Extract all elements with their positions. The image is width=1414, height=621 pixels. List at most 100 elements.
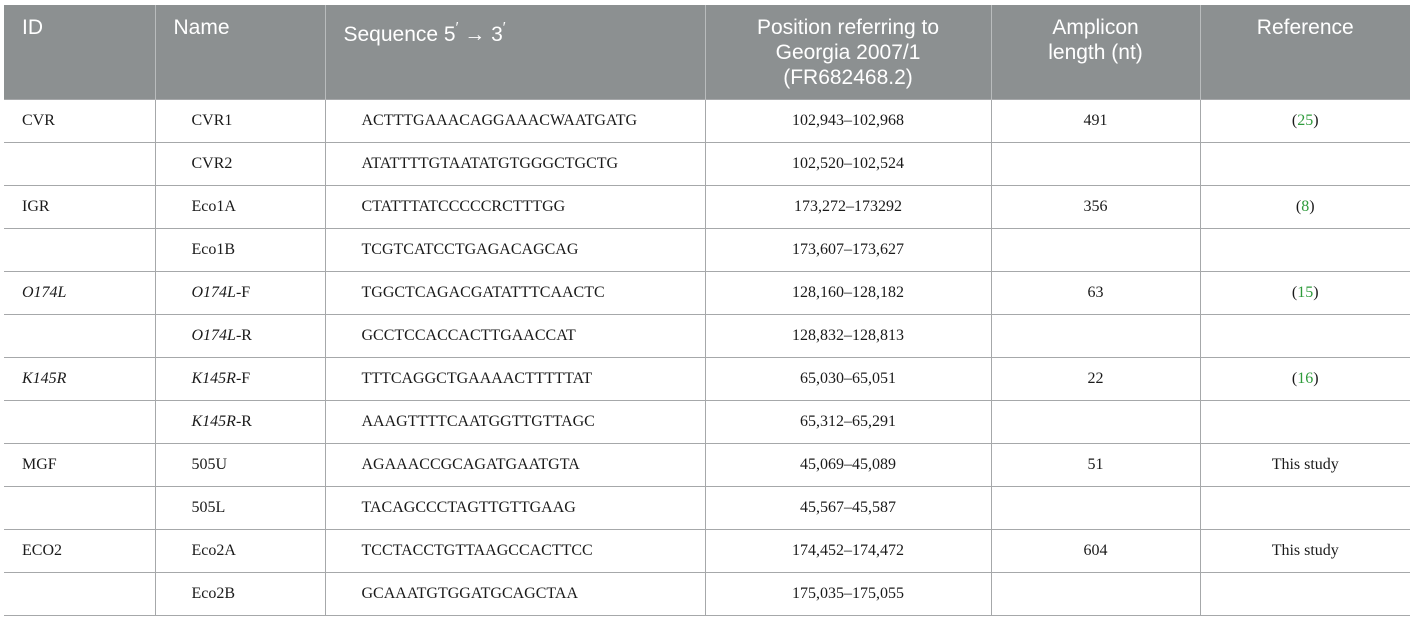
ref-paren: ) — [1309, 198, 1315, 215]
amplicon-text: 51 — [1087, 456, 1104, 473]
table-row: Eco1B TCGTCATCCTGAGACAGCAG 173,607–173,627 — [4, 228, 1410, 272]
name-text: Eco2B — [191, 585, 236, 602]
sequence-text: TCCTACCTGTTAAGCCACTTCC — [361, 542, 593, 559]
table-row: O174L O174L-F TGGCTCAGACGATATTTCAACTC 128,1… — [4, 271, 1410, 315]
cell-amplicon — [990, 314, 1200, 358]
header-amplicon-line: length (nt) — [1048, 41, 1143, 64]
table-row: K145R K145R-F TTTCAGGCTGAAAACTTTTTAT 65,030… — [4, 357, 1410, 401]
position-text: 128,160–128,182 — [792, 284, 904, 301]
reference-text: This study — [1271, 456, 1339, 473]
prime-mark: ′ — [502, 19, 506, 36]
amplicon-text: 491 — [1083, 112, 1108, 129]
position-text: 102,520–102,524 — [792, 155, 904, 172]
header-row: ID Name Sequence 5′ → 3′ Position referr… — [4, 5, 1410, 100]
amplicon-text: 356 — [1083, 198, 1108, 215]
cell-reference: (16) — [1199, 357, 1410, 401]
name-text: Eco1A — [191, 198, 236, 215]
cell-id: K145R — [4, 357, 155, 401]
reference-link[interactable]: 16 — [1297, 370, 1314, 387]
cell-reference — [1199, 314, 1410, 358]
cell-sequence: GCCTCCACCACTTGAACCAT — [324, 314, 705, 358]
cell-amplicon: 491 — [990, 99, 1200, 143]
name-text: K145R — [191, 370, 236, 387]
cell-id — [4, 228, 155, 272]
cell-amplicon — [990, 572, 1200, 616]
reference-link[interactable]: 15 — [1297, 284, 1314, 301]
ref-paren: ( — [1295, 198, 1302, 215]
cell-amplicon: 51 — [990, 443, 1200, 487]
sequence-text: CTATTTATCCCCCRCTTTGG — [361, 198, 566, 215]
cell-position: 45,069–45,089 — [704, 443, 991, 487]
cell-position: 174,452–174,472 — [704, 529, 991, 573]
header-name: Name — [154, 5, 325, 100]
cell-reference — [1199, 228, 1410, 272]
ref-paren: ( — [1291, 370, 1298, 387]
ref-paren: ) — [1313, 284, 1319, 301]
cell-name: 505L — [154, 486, 325, 530]
cell-amplicon — [990, 486, 1200, 530]
cell-position: 173,272–173292 — [704, 185, 991, 229]
cell-amplicon — [990, 228, 1200, 272]
table-row: MGF 505U AGAAACCGCAGATGAATGTA 45,069–45,089… — [4, 443, 1410, 487]
cell-amplicon: 356 — [990, 185, 1200, 229]
name-text: K145R — [191, 413, 236, 430]
name-suffix: -F — [235, 370, 251, 387]
position-text: 175,035–175,055 — [792, 585, 904, 602]
cell-position: 65,030–65,051 — [704, 357, 991, 401]
position-text: 65,030–65,051 — [800, 370, 896, 387]
cell-sequence: ACTTTGAAACAGGAAACWAATGATG — [324, 99, 705, 143]
cell-amplicon — [990, 142, 1200, 186]
cell-name: K145R-R — [154, 400, 325, 444]
cell-amplicon — [990, 400, 1200, 444]
cell-sequence: AAAGTTTTCAATGGTTGTTAGC — [324, 400, 705, 444]
cell-reference — [1199, 142, 1410, 186]
sequence-text: TGGCTCAGACGATATTTCAACTC — [361, 284, 605, 301]
reference-link[interactable]: 25 — [1297, 112, 1314, 129]
header-position-line: Georgia 2007/1 — [775, 41, 921, 64]
table-row: K145R-R AAAGTTTTCAATGGTTGTTAGC 65,312–65,2… — [4, 400, 1410, 444]
ref-paren: ( — [1291, 284, 1298, 301]
header-sequence: Sequence 5′ → 3′ — [324, 5, 705, 100]
cell-id: IGR — [4, 185, 155, 229]
header-id: ID — [4, 5, 155, 100]
table-row: IGR Eco1A CTATTTATCCCCCRCTTTGG 173,272–1732… — [4, 185, 1410, 229]
amplicon-text: 604 — [1083, 542, 1108, 559]
cell-name: K145R-F — [154, 357, 325, 401]
cell-name: O174L-F — [154, 271, 325, 315]
reference-link[interactable]: 8 — [1301, 198, 1310, 215]
cell-position: 175,035–175,055 — [704, 572, 991, 616]
position-text: 128,832–128,813 — [792, 327, 904, 344]
name-suffix: -R — [235, 327, 252, 344]
cell-name: Eco1B — [154, 228, 325, 272]
table-body: CVR CVR1 ACTTTGAAACAGGAAACWAATGATG 102,943–… — [4, 99, 1410, 616]
cell-name: Eco2B — [154, 572, 325, 616]
cell-sequence: TACAGCCCTAGTTGTTGAAG — [324, 486, 705, 530]
position-text: 65,312–65,291 — [800, 413, 896, 430]
cell-position: 173,607–173,627 — [704, 228, 991, 272]
cell-id: CVR — [4, 99, 155, 143]
cell-position: 128,832–128,813 — [704, 314, 991, 358]
sequence-text: GCCTCCACCACTTGAACCAT — [361, 327, 576, 344]
cell-sequence: ATATTTTGTAATATGTGGGCTGCTG — [324, 142, 705, 186]
cell-sequence: TCGTCATCCTGAGACAGCAG — [324, 228, 705, 272]
cell-name: 505U — [154, 443, 325, 487]
ref-paren: ) — [1313, 370, 1319, 387]
cell-sequence: GCAAATGTGGATGCAGCTAA — [324, 572, 705, 616]
sequence-text: ACTTTGAAACAGGAAACWAATGATG — [361, 112, 638, 129]
cell-position: 128,160–128,182 — [704, 271, 991, 315]
cell-sequence: AGAAACCGCAGATGAATGTA — [324, 443, 705, 487]
cell-sequence: CTATTTATCCCCCRCTTTGG — [324, 185, 705, 229]
cell-reference: This study — [1199, 529, 1410, 573]
table-row: ECO2 Eco2A TCCTACCTGTTAAGCCACTTCC 174,452–1… — [4, 529, 1410, 573]
table-row: 505L TACAGCCCTAGTTGTTGAAG 45,567–45,587 — [4, 486, 1410, 530]
name-text: 505L — [191, 499, 226, 516]
table-row: O174L-R GCCTCCACCACTTGAACCAT 128,832–128,8… — [4, 314, 1410, 358]
cell-name: CVR2 — [154, 142, 325, 186]
sequence-text: TCGTCATCCTGAGACAGCAG — [361, 241, 579, 258]
cell-name: CVR1 — [154, 99, 325, 143]
cell-sequence: TTTCAGGCTGAAAACTTTTTAT — [324, 357, 705, 401]
id-text: MGF — [22, 456, 57, 473]
cell-reference: This study — [1199, 443, 1410, 487]
sequence-text: AGAAACCGCAGATGAATGTA — [361, 456, 580, 473]
cell-name: O174L-R — [154, 314, 325, 358]
